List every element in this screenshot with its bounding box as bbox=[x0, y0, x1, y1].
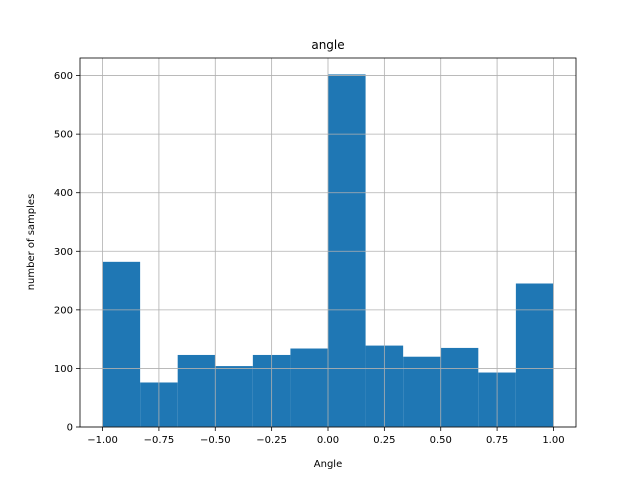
histogram-bar bbox=[515, 283, 554, 427]
chart-title: angle bbox=[311, 38, 344, 52]
histogram-bar bbox=[328, 74, 366, 428]
histogram-bar bbox=[290, 348, 328, 427]
y-tick-label: 0 bbox=[67, 423, 73, 434]
x-tick-label: −1.00 bbox=[87, 435, 118, 446]
y-axis-label: number of samples bbox=[26, 194, 37, 291]
y-tick-label: 400 bbox=[54, 188, 73, 199]
y-tick-label: 300 bbox=[54, 247, 73, 258]
y-tick-label: 500 bbox=[54, 130, 73, 141]
x-tick-label: 0.00 bbox=[317, 435, 339, 446]
x-tick-label: 0.50 bbox=[430, 435, 452, 446]
histogram-bar bbox=[215, 366, 253, 427]
x-tick-label: −0.75 bbox=[144, 435, 175, 446]
x-tick-label: −0.25 bbox=[256, 435, 287, 446]
y-tick-label: 600 bbox=[54, 71, 73, 82]
x-tick-label: 0.75 bbox=[486, 435, 508, 446]
grid-lines bbox=[80, 58, 576, 428]
y-tick-label: 200 bbox=[54, 305, 73, 316]
x-tick-label: 1.00 bbox=[542, 435, 564, 446]
y-tick-label: 100 bbox=[54, 364, 73, 375]
x-axis-label: Angle bbox=[314, 459, 342, 470]
x-axis-ticks: −1.00 −0.75 −0.50 −0.25 0.00 0.25 0.50 0.75 1.00 bbox=[87, 427, 565, 446]
histogram-bar bbox=[102, 261, 141, 427]
histogram-bar bbox=[177, 354, 216, 427]
histogram-bar bbox=[403, 356, 441, 427]
histogram-bar bbox=[440, 347, 479, 427]
y-axis-ticks: 0 100 200 300 400 500 600 bbox=[54, 71, 80, 434]
x-tick-label: 0.25 bbox=[373, 435, 395, 446]
x-tick-label: −0.50 bbox=[200, 435, 231, 446]
